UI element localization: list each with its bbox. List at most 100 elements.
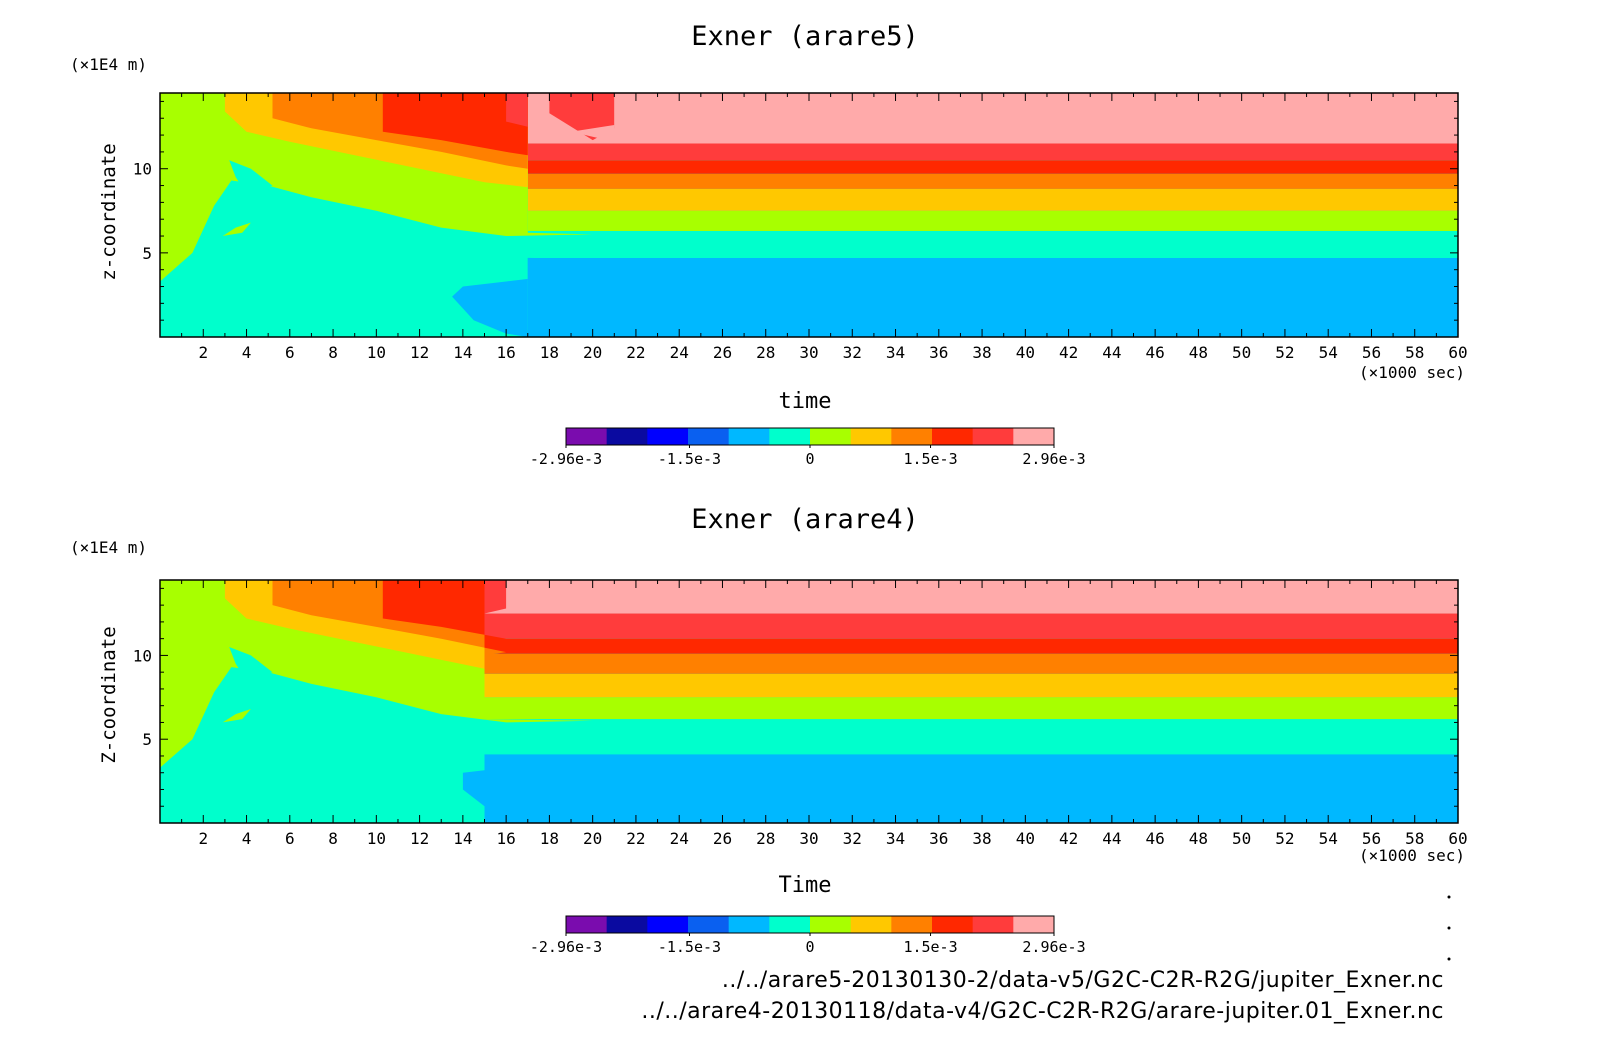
x-tick-label: 44 (1102, 829, 1121, 848)
heatmap-contour (222, 709, 251, 723)
heatmap-band (527, 188, 1458, 211)
x-tick-label: 12 (410, 343, 429, 362)
margin-dot (1447, 957, 1451, 961)
x-tick-label: 32 (843, 829, 862, 848)
colorbar-swatch (972, 428, 1014, 445)
heatmap-band (988, 580, 1458, 614)
colorbar-swatch (810, 916, 852, 933)
heatmap-band (484, 673, 1458, 698)
colorbar-swatch (1013, 428, 1055, 445)
x-unit-label: (×1000 sec) (1359, 363, 1465, 382)
x-tick-label: 12 (410, 829, 429, 848)
x-tick-label: 10 (367, 343, 386, 362)
heatmap-plot-area (159, 92, 1459, 338)
colorbar-label: -2.96e-3 (530, 450, 602, 468)
heatmap-contour (160, 580, 593, 768)
y-unit-label: (×1E4 m) (70, 538, 147, 557)
x-tick-label: 58 (1405, 343, 1424, 362)
heatmap-band (527, 210, 1458, 231)
colorbar-swatch (647, 916, 689, 933)
colorbar: -2.96e-3 -1.5e-3 0 1.5e-3 2.96e-3 (530, 427, 1086, 468)
colorbar-swatch (932, 916, 974, 933)
x-tick-label: 42 (1059, 343, 1078, 362)
heatmap-contour (506, 93, 528, 127)
x-tick-label: 26 (713, 343, 732, 362)
y-tick-label: 10 (133, 160, 152, 179)
x-tick-label: 38 (972, 829, 991, 848)
source-file-path-1: ../../arare5-20130130-2/data-v5/G2C-C2R-… (721, 968, 1444, 993)
colorbar-label: 0 (805, 938, 814, 956)
y-tick-label: 5 (142, 244, 152, 263)
x-tick-label: 52 (1275, 343, 1294, 362)
heatmap-band (527, 230, 1458, 258)
x-tick-label: 50 (1232, 829, 1251, 848)
colorbar-label: -2.96e-3 (530, 938, 602, 956)
x-tick-label: 52 (1275, 829, 1294, 848)
colorbar-swatch (688, 428, 730, 445)
x-axis-label: time (779, 389, 832, 414)
colorbar-swatch (769, 916, 811, 933)
y-unit-label: (×1E4 m) (70, 55, 147, 74)
x-tick-label: 36 (929, 829, 948, 848)
heatmap-band (484, 754, 1458, 823)
x-axis: 2 4 6 8 10 12 14 16 18 20 22 24 26 28 30 32 34 36 38 40 42 44… (159, 93, 1468, 362)
x-tick-label: 54 (1319, 343, 1338, 362)
x-tick-label: 40 (1016, 343, 1035, 362)
colorbar-swatch (891, 916, 933, 933)
x-tick-label: 28 (756, 829, 775, 848)
colorbar-swatch (1013, 916, 1055, 933)
colorbar-label: 1.5e-3 (903, 450, 957, 468)
heatmap-band (484, 653, 1458, 674)
x-tick-label: 24 (670, 343, 689, 362)
colorbar-label: 1.5e-3 (903, 938, 957, 956)
heatmap-plot-area (159, 579, 1459, 824)
colorbar-label: -1.5e-3 (658, 450, 721, 468)
x-tick-label: 38 (972, 343, 991, 362)
x-tick-label: 30 (799, 343, 818, 362)
heatmap-contour (382, 93, 528, 156)
source-file-path-2: ../../arare4-20130118/data-v4/G2C-C2R-R2… (641, 999, 1444, 1024)
heatmap-contour (484, 580, 507, 614)
x-tick-label: 34 (886, 343, 905, 362)
x-tick-label: 2 (198, 343, 208, 362)
x-tick-label: 60 (1448, 829, 1467, 848)
x-unit-label: (×1000 sec) (1359, 846, 1465, 865)
colorbar-swatch (688, 916, 730, 933)
colorbar-swatch (647, 428, 689, 445)
x-tick-label: 16 (497, 829, 516, 848)
colorbar-label: 2.96e-3 (1022, 450, 1085, 468)
x-tick-label: 6 (285, 343, 295, 362)
y-axis-label: Z-coordinate (98, 626, 120, 763)
colorbar: -2.96e-3 -1.5e-3 0 1.5e-3 2.96e-3 (530, 915, 1086, 956)
x-tick-label: 20 (583, 343, 602, 362)
heatmap-contour (229, 160, 273, 194)
colorbar-swatch (810, 428, 852, 445)
colorbar-label: 2.96e-3 (1022, 938, 1085, 956)
heatmap-field (160, 93, 1458, 337)
x-tick-label: 20 (583, 829, 602, 848)
colorbar-swatch (606, 428, 648, 445)
x-axis: 2 4 6 8 10 12 14 16 18 20 22 24 26 28 30 32 34 36 38 40 42 44… (159, 580, 1468, 848)
heatmap-band (527, 173, 1458, 189)
chart-title: Exner (arare4) (691, 504, 919, 535)
y-tick-label: 10 (133, 646, 152, 665)
heatmap-band (527, 160, 1458, 174)
x-tick-label: 2 (198, 829, 208, 848)
x-tick-label: 24 (670, 829, 689, 848)
x-tick-label: 54 (1319, 829, 1338, 848)
y-axis: 5 10 (133, 587, 1458, 807)
x-tick-label: 22 (626, 829, 645, 848)
x-tick-label: 8 (328, 343, 338, 362)
heatmap-band (484, 638, 1458, 654)
x-tick-label: 46 (1146, 343, 1165, 362)
heatmap-contour (452, 257, 723, 337)
y-axis-label: z-coordinate (98, 143, 120, 280)
x-tick-label: 26 (713, 829, 732, 848)
x-tick-label: 10 (367, 829, 386, 848)
x-tick-label: 36 (929, 343, 948, 362)
heatmap-contour (938, 606, 989, 614)
x-tick-label: 16 (497, 343, 516, 362)
x-tick-label: 42 (1059, 829, 1078, 848)
x-tick-label: 22 (626, 343, 645, 362)
